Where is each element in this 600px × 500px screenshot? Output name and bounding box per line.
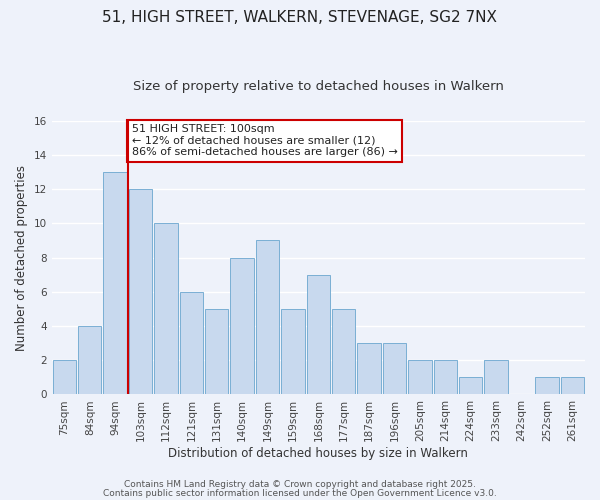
Text: Contains HM Land Registry data © Crown copyright and database right 2025.: Contains HM Land Registry data © Crown c… [124, 480, 476, 489]
Bar [358, 343, 381, 394]
Bar [179, 292, 203, 395]
Bar [459, 378, 482, 394]
Bar [154, 224, 178, 394]
Bar [78, 326, 101, 394]
Bar [408, 360, 431, 394]
Text: 51, HIGH STREET, WALKERN, STEVENAGE, SG2 7NX: 51, HIGH STREET, WALKERN, STEVENAGE, SG2… [103, 10, 497, 25]
Text: Contains public sector information licensed under the Open Government Licence v3: Contains public sector information licen… [103, 488, 497, 498]
Bar [332, 309, 355, 394]
X-axis label: Distribution of detached houses by size in Walkern: Distribution of detached houses by size … [169, 447, 468, 460]
Bar [281, 309, 305, 394]
Text: 51 HIGH STREET: 100sqm
← 12% of detached houses are smaller (12)
86% of semi-det: 51 HIGH STREET: 100sqm ← 12% of detached… [131, 124, 398, 157]
Title: Size of property relative to detached houses in Walkern: Size of property relative to detached ho… [133, 80, 504, 93]
Bar [205, 309, 229, 394]
Y-axis label: Number of detached properties: Number of detached properties [15, 164, 28, 350]
Bar [103, 172, 127, 394]
Bar [307, 274, 330, 394]
Bar [484, 360, 508, 394]
Bar [256, 240, 279, 394]
Bar [560, 378, 584, 394]
Bar [129, 189, 152, 394]
Bar [383, 343, 406, 394]
Bar [535, 378, 559, 394]
Bar [53, 360, 76, 394]
Bar [230, 258, 254, 394]
Bar [434, 360, 457, 394]
